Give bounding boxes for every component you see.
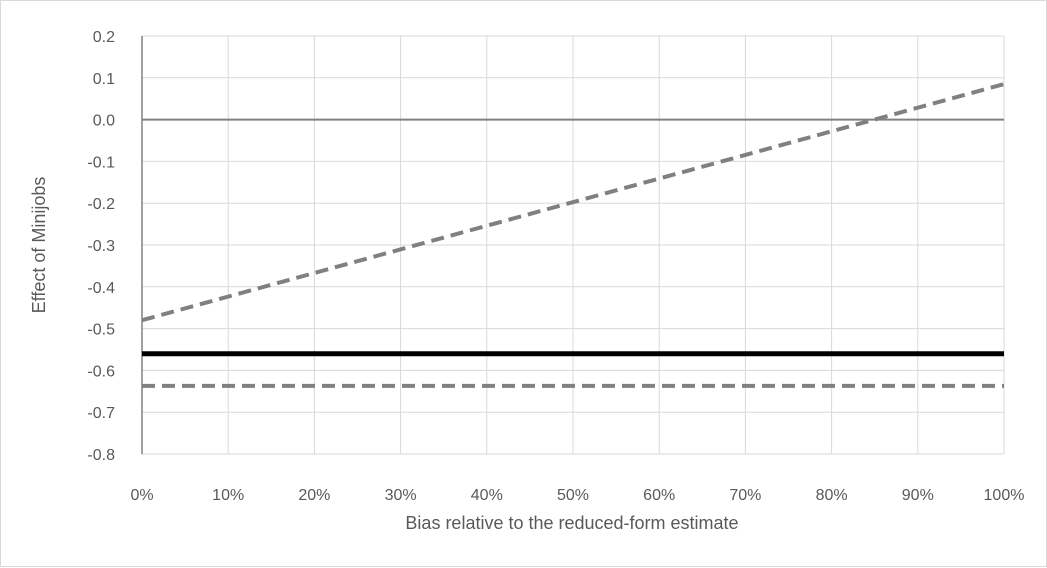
y-tick-label: -0.8 — [87, 447, 115, 464]
y-tick-label: -0.5 — [87, 322, 115, 339]
x-tick-label: 100% — [984, 487, 1025, 504]
y-tick-labels: 0.2 0.1 0.0 -0.1 -0.2 -0.3 -0.4 -0.5 -0.6 -0.7 -0.… — [87, 29, 115, 464]
x-tick-label: 80% — [816, 487, 848, 504]
x-tick-label: 60% — [643, 487, 675, 504]
y-tick-label: -0.1 — [87, 154, 115, 171]
series-line-1 — [141, 82, 1005, 323]
x-tick-label: 30% — [385, 487, 417, 504]
y-axis-title: Effect of Minijobs — [29, 177, 49, 314]
x-tick-label: 20% — [298, 487, 330, 504]
y-tick-label: -0.4 — [87, 280, 115, 297]
gridlines — [142, 35, 1005, 455]
y-tick-label: -0.6 — [87, 363, 115, 380]
x-tick-label: 0% — [130, 487, 153, 504]
y-tick-label: -0.3 — [87, 238, 115, 255]
y-tick-label: 0.1 — [93, 71, 115, 88]
x-tick-label: 40% — [471, 487, 503, 504]
y-tick-label: -0.7 — [87, 405, 115, 422]
x-tick-label: 70% — [729, 487, 761, 504]
x-tick-label: 10% — [212, 487, 244, 504]
series-lines — [141, 82, 1005, 388]
x-tick-label: 90% — [902, 487, 934, 504]
y-tick-label: 0.0 — [93, 113, 115, 130]
x-axis-title: Bias relative to the reduced-form estima… — [405, 513, 738, 533]
y-tick-label: 0.2 — [93, 29, 115, 46]
x-tick-labels: 0% 10% 20% 30% 40% 50% 60% 70% 80% 90% 100% — [130, 487, 1024, 504]
x-tick-label: 50% — [557, 487, 589, 504]
y-tick-label: -0.2 — [87, 196, 115, 213]
